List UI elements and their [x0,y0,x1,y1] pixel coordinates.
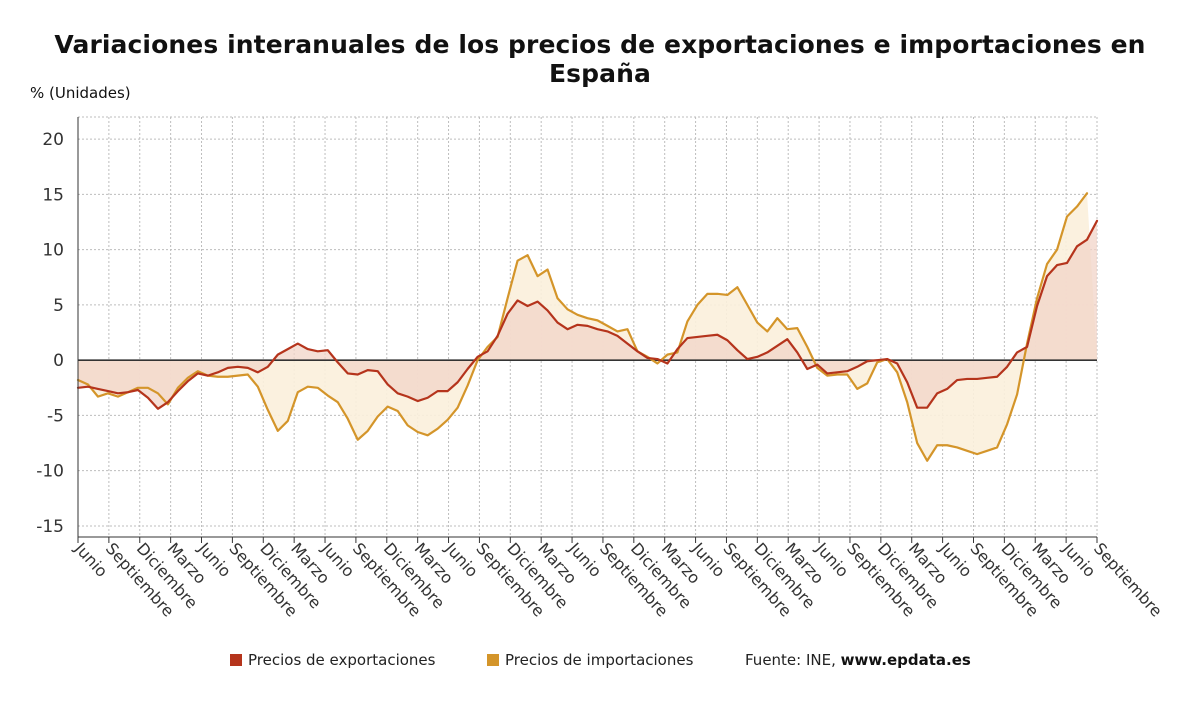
source-site-link[interactable]: www.epdata.es [840,651,971,669]
legend: Precios de exportaciones Precios de impo… [0,651,1200,673]
y-tick-label: 20 [42,130,64,150]
legend-label-exports: Precios de exportaciones [248,651,436,669]
y-tick-label: 15 [42,185,64,205]
legend-swatch-imports [487,654,499,666]
source-credit: Fuente: INE, www.epdata.es [745,651,971,669]
y-tick-label: -10 [36,462,64,482]
y-tick-label: -15 [36,517,64,537]
y-axis-label: % (Unidades) [30,84,131,102]
source-prefix: Fuente: INE, [745,651,841,669]
series-line-imports [76,192,1089,462]
x-tick-label: Septiembre [1090,539,1166,620]
chart-title: Variaciones interanuales de los precios … [54,30,1146,88]
series-line-exports [76,219,1099,410]
line-chart: 20151050-5-10-15JunioSeptiembreDiciembre… [36,116,1166,620]
y-tick-label: 10 [42,241,64,261]
area-fill-exports [78,220,1097,409]
legend-swatch-exports [230,654,242,666]
y-tick-label: 0 [53,351,64,371]
series-line-layer [76,192,1099,462]
legend-label-imports: Precios de importaciones [505,651,694,669]
y-tick-label: 5 [53,296,64,316]
x-tick-label: Junio [70,538,111,581]
y-tick-label: -5 [47,406,64,426]
legend-item-exports[interactable]: Precios de exportaciones [230,651,435,669]
legend-item-imports[interactable]: Precios de importaciones [487,651,693,669]
